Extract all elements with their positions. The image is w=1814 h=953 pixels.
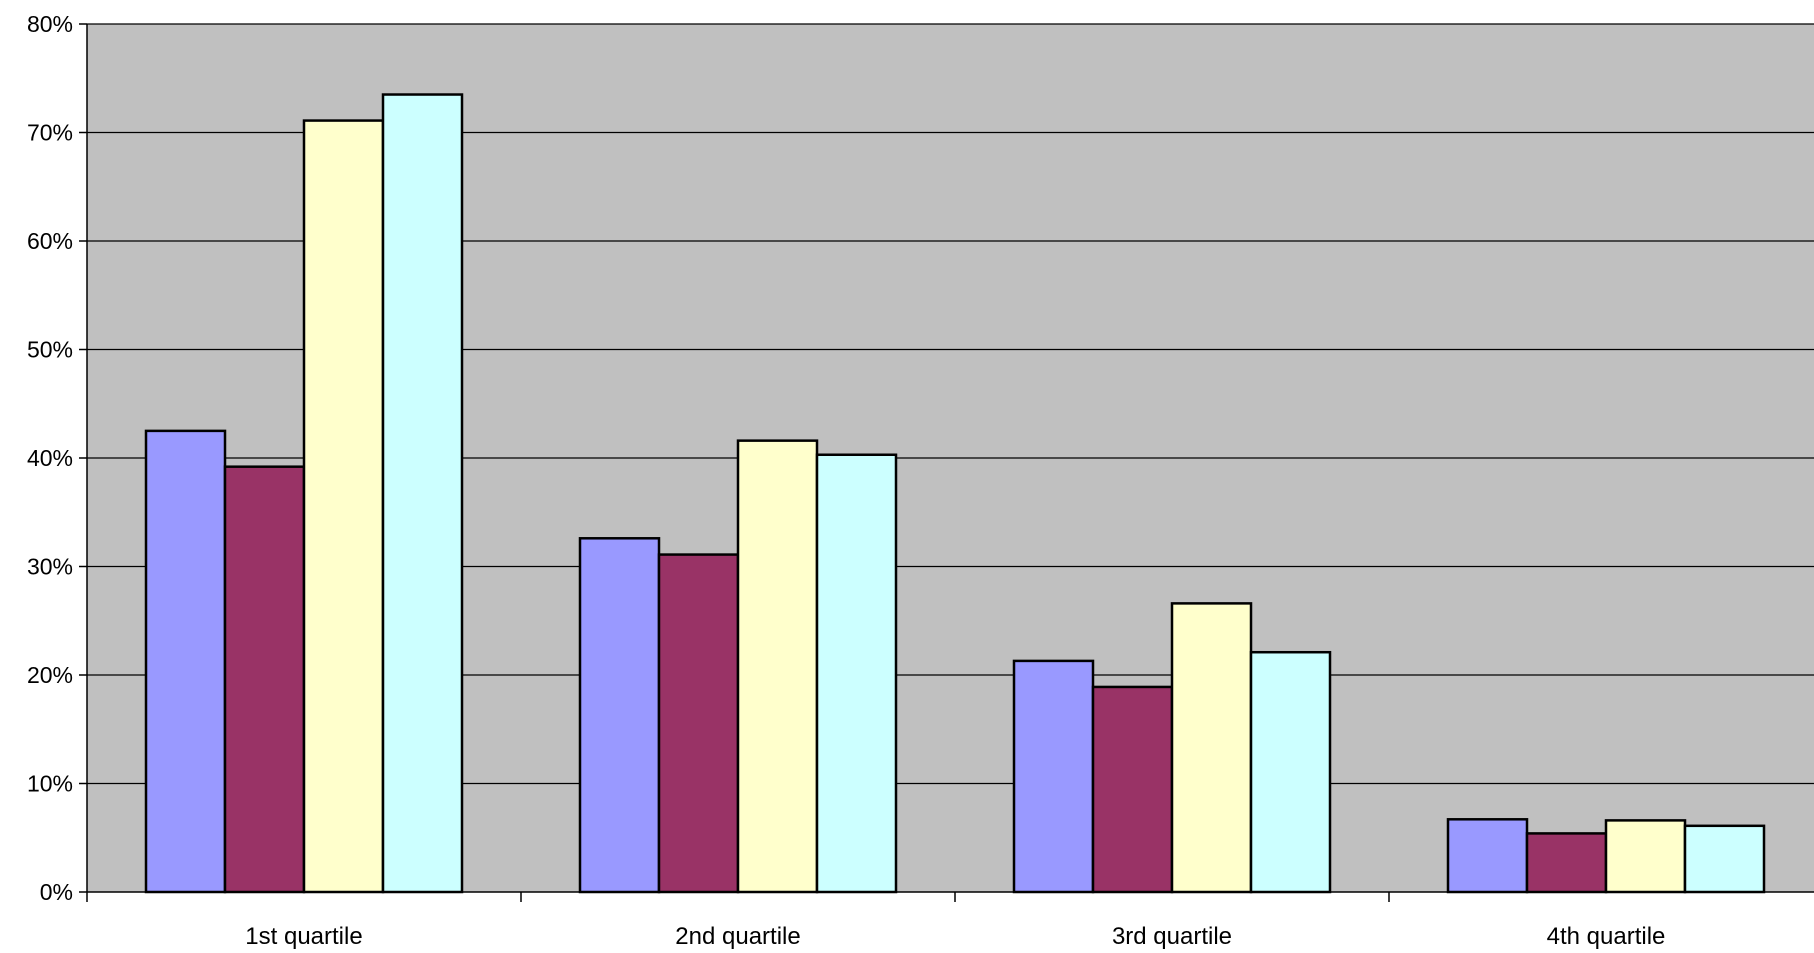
bar <box>1683 824 1766 894</box>
bars <box>144 93 1766 894</box>
bar <box>1525 832 1608 894</box>
bar <box>1604 819 1687 894</box>
bar <box>1249 650 1332 894</box>
bar <box>1091 685 1174 894</box>
y-tick-label: 60% <box>27 228 73 254</box>
bar <box>302 119 385 894</box>
axes <box>79 23 1814 902</box>
bar <box>1170 602 1253 894</box>
bar <box>578 537 661 894</box>
x-category-labels: 1st quartile 2nd quartile 3rd quartile 4th … <box>245 923 1665 950</box>
y-tick-label: 50% <box>27 337 73 363</box>
y-tick-label: 40% <box>27 445 73 471</box>
x-category-label: 4th quartile <box>1547 923 1666 950</box>
bar <box>144 429 227 894</box>
bar <box>657 553 740 894</box>
bar <box>223 465 306 894</box>
bar <box>1012 659 1095 894</box>
x-category-label: 2nd quartile <box>675 923 800 950</box>
bar <box>736 439 819 894</box>
y-tick-label: 70% <box>27 120 73 146</box>
bar <box>381 93 464 894</box>
y-tick-label: 10% <box>27 771 73 797</box>
y-tick-labels: 0% 10% 20% 30% 40% 50% 60% 70% 80% <box>27 11 73 905</box>
bar <box>1446 818 1529 894</box>
y-tick-label: 80% <box>27 11 73 37</box>
y-tick-label: 30% <box>27 554 73 580</box>
y-tick-label: 20% <box>27 662 73 688</box>
x-category-label: 1st quartile <box>245 923 362 950</box>
bar <box>815 453 898 894</box>
y-tick-label: 0% <box>40 879 73 905</box>
x-category-label: 3rd quartile <box>1112 923 1232 950</box>
